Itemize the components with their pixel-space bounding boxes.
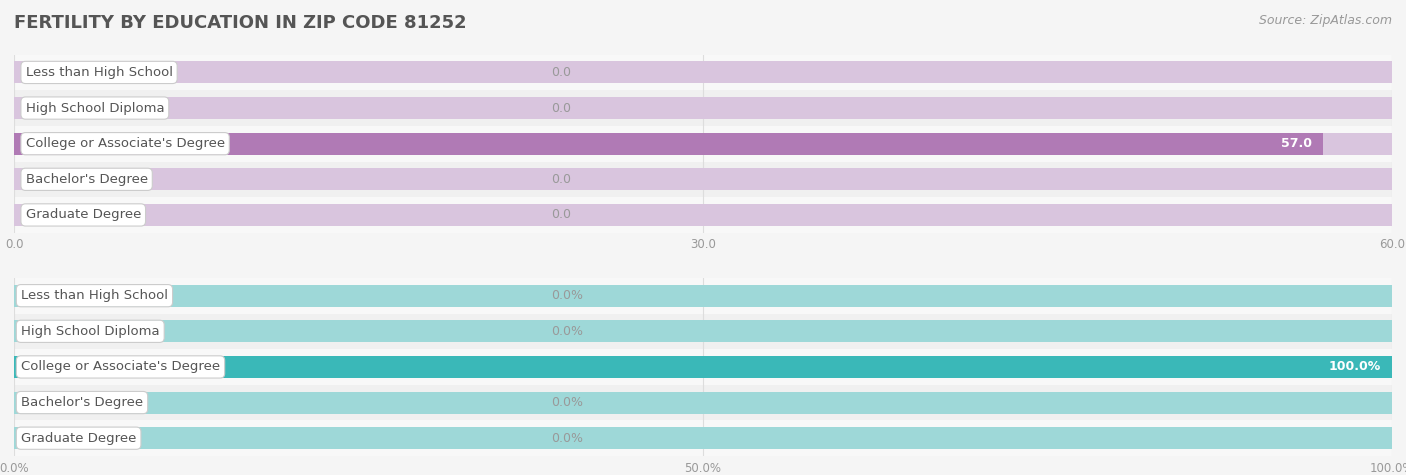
Text: FERTILITY BY EDUCATION IN ZIP CODE 81252: FERTILITY BY EDUCATION IN ZIP CODE 81252: [14, 14, 467, 32]
Bar: [14, 97, 1392, 119]
Text: 0.0%: 0.0%: [551, 289, 583, 302]
Text: Graduate Degree: Graduate Degree: [21, 432, 136, 445]
Bar: [14, 278, 1392, 314]
Bar: [14, 356, 1392, 378]
Bar: [14, 420, 1392, 456]
Text: Graduate Degree: Graduate Degree: [25, 209, 141, 221]
Bar: [14, 285, 1392, 307]
Text: 0.0%: 0.0%: [551, 325, 583, 338]
Bar: [14, 126, 1392, 162]
Bar: [14, 168, 1392, 190]
Text: Less than High School: Less than High School: [21, 289, 167, 302]
Text: 0.0: 0.0: [551, 102, 571, 114]
Text: 0.0%: 0.0%: [551, 432, 583, 445]
Text: College or Associate's Degree: College or Associate's Degree: [25, 137, 225, 150]
Text: Bachelor's Degree: Bachelor's Degree: [21, 396, 143, 409]
Bar: [14, 162, 1392, 197]
Bar: [14, 320, 1392, 342]
Text: Source: ZipAtlas.com: Source: ZipAtlas.com: [1258, 14, 1392, 27]
Text: High School Diploma: High School Diploma: [25, 102, 165, 114]
Bar: [14, 314, 1392, 349]
Bar: [14, 427, 1392, 449]
Bar: [14, 385, 1392, 420]
Text: College or Associate's Degree: College or Associate's Degree: [21, 361, 221, 373]
Bar: [14, 55, 1392, 90]
Bar: [14, 133, 1392, 155]
Text: 0.0%: 0.0%: [551, 396, 583, 409]
Bar: [14, 90, 1392, 126]
Text: 57.0: 57.0: [1281, 137, 1312, 150]
Bar: [14, 133, 1323, 155]
Text: Bachelor's Degree: Bachelor's Degree: [25, 173, 148, 186]
Text: 0.0: 0.0: [551, 173, 571, 186]
Bar: [14, 356, 1392, 378]
Bar: [14, 349, 1392, 385]
Text: 0.0: 0.0: [551, 66, 571, 79]
Bar: [14, 391, 1392, 414]
Text: High School Diploma: High School Diploma: [21, 325, 159, 338]
Bar: [14, 204, 1392, 226]
Text: Less than High School: Less than High School: [25, 66, 173, 79]
Bar: [14, 197, 1392, 233]
Bar: [14, 61, 1392, 84]
Text: 0.0: 0.0: [551, 209, 571, 221]
Text: 100.0%: 100.0%: [1329, 361, 1381, 373]
